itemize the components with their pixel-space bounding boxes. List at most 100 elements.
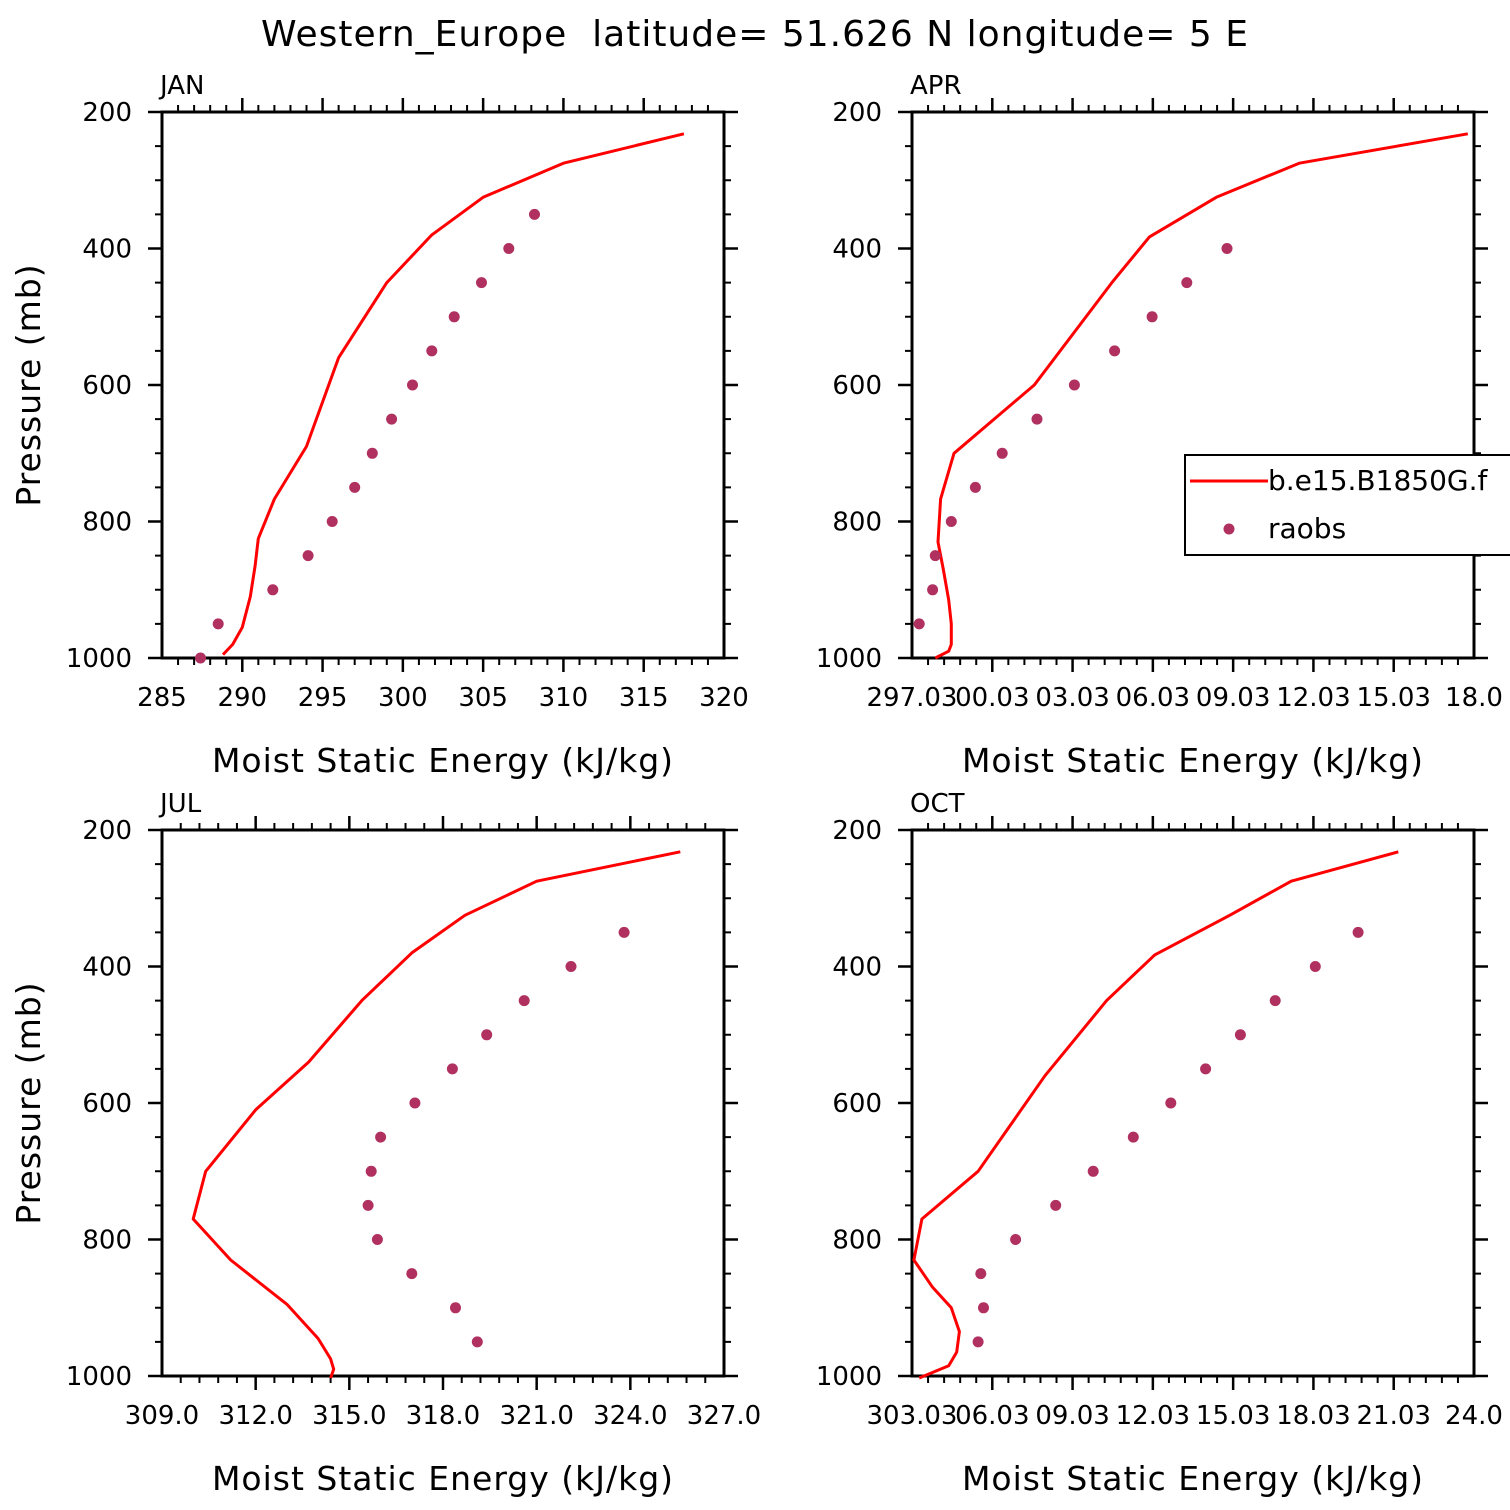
raobs-point bbox=[1087, 1165, 1099, 1177]
raobs-point bbox=[929, 550, 941, 562]
y-tick-label: 800 bbox=[832, 1226, 882, 1256]
raobs-point bbox=[371, 1234, 383, 1245]
raobs-point bbox=[448, 311, 460, 323]
raobs-point bbox=[407, 379, 418, 391]
raobs-point bbox=[1221, 243, 1233, 254]
y-tick-label: 1000 bbox=[816, 1362, 882, 1392]
raobs-point bbox=[996, 447, 1008, 459]
y-tick-label: 1000 bbox=[66, 644, 132, 674]
raobs-point bbox=[366, 447, 378, 459]
y-tick-label: 600 bbox=[832, 1089, 882, 1119]
plot-frame bbox=[160, 110, 726, 660]
raobs-point bbox=[450, 1302, 461, 1314]
raobs-point bbox=[349, 481, 361, 493]
legend-label-model: b.e15.B1850G.f bbox=[1268, 464, 1488, 497]
x-tick-label: 00.03 bbox=[955, 683, 1029, 713]
y-tick-label: 1000 bbox=[66, 1362, 132, 1392]
raobs-point bbox=[302, 550, 314, 562]
raobs-point bbox=[927, 584, 939, 596]
y-tick-label: 400 bbox=[832, 953, 882, 983]
raobs-point bbox=[476, 277, 487, 289]
plot-frame bbox=[910, 828, 1476, 1378]
raobs-point bbox=[426, 345, 438, 357]
x-axis-title: Moist Static Energy (kJ/kg) bbox=[212, 741, 674, 780]
raobs-point bbox=[945, 516, 957, 527]
x-tick-label: 03.03 bbox=[1035, 683, 1109, 713]
raobs-point bbox=[978, 1302, 989, 1314]
raobs-point bbox=[326, 516, 338, 527]
x-tick-label: 06.03 bbox=[955, 1401, 1029, 1431]
y-tick-label: 200 bbox=[832, 98, 882, 128]
legend-box bbox=[1184, 454, 1510, 556]
x-tick-label: 300 bbox=[378, 683, 428, 713]
x-tick-label: 12.03 bbox=[1116, 1401, 1190, 1431]
y-tick-label: 200 bbox=[832, 816, 882, 846]
y-tick-label: 400 bbox=[82, 235, 132, 265]
y-axis-title: Pressure (mb) bbox=[9, 263, 48, 506]
x-axis-title: Moist Static Energy (kJ/kg) bbox=[962, 741, 1424, 780]
x-tick-label: 09.03 bbox=[1035, 1401, 1109, 1431]
x-tick-label: 06.03 bbox=[1116, 683, 1190, 713]
y-tick-label: 800 bbox=[82, 508, 132, 538]
plot-frame bbox=[910, 110, 1476, 660]
raobs-point bbox=[1068, 379, 1080, 391]
raobs-point bbox=[1010, 1234, 1022, 1245]
x-tick-label: 15.03 bbox=[1196, 1401, 1270, 1431]
raobs-point bbox=[212, 618, 224, 630]
raobs-point bbox=[972, 1336, 984, 1348]
legend-marker-swatch bbox=[1223, 523, 1235, 535]
x-tick-label: 285 bbox=[137, 683, 187, 713]
raobs-point bbox=[503, 243, 515, 254]
panel-label: JUL bbox=[158, 789, 202, 819]
x-tick-label: 310 bbox=[539, 683, 589, 713]
x-tick-label: 09.03 bbox=[1196, 683, 1270, 713]
y-tick-label: 800 bbox=[82, 1226, 132, 1256]
x-tick-label: 12.03 bbox=[1276, 683, 1350, 713]
raobs-point bbox=[618, 926, 630, 938]
raobs-point bbox=[1127, 1131, 1139, 1143]
raobs-point bbox=[1269, 995, 1281, 1007]
raobs-point bbox=[481, 1029, 493, 1041]
y-tick-label: 200 bbox=[82, 98, 132, 128]
raobs-point bbox=[1234, 1029, 1246, 1041]
model-line bbox=[912, 850, 1399, 1380]
x-tick-label: 305 bbox=[458, 683, 508, 713]
x-tick-label: 315.0 bbox=[312, 1401, 386, 1431]
panel-jan: JAN 285 290 295 300 305 310 315 320 200 400 600 800 1… bbox=[9, 71, 749, 780]
raobs-point bbox=[529, 208, 540, 220]
x-tick-label: 312.0 bbox=[218, 1401, 292, 1431]
raobs-point bbox=[1309, 961, 1321, 972]
raobs-point bbox=[1031, 413, 1043, 425]
legend-label-raobs: raobs bbox=[1268, 512, 1346, 545]
raobs-point bbox=[518, 995, 530, 1007]
x-tick-label: 295 bbox=[298, 683, 348, 713]
x-tick-label: 297.03 bbox=[867, 683, 958, 713]
panel-jul: JUL 309.0 312.0 315.0 318.0 321.0 324.0 327.0 20… bbox=[9, 789, 761, 1498]
x-tick-label: 303.03 bbox=[867, 1401, 958, 1431]
raobs-point bbox=[267, 584, 279, 596]
raobs-point bbox=[1181, 277, 1193, 289]
x-tick-label: 318.0 bbox=[406, 1401, 480, 1431]
raobs-point bbox=[471, 1336, 483, 1348]
y-axis-title: Pressure (mb) bbox=[9, 981, 48, 1224]
plot-frame bbox=[160, 828, 726, 1378]
y-tick-label: 600 bbox=[832, 371, 882, 401]
figure-title: Western_Europe latitude= 51.626 N longit… bbox=[261, 14, 1249, 55]
raobs-point bbox=[1109, 345, 1121, 357]
y-tick-label: 400 bbox=[832, 235, 882, 265]
raobs-point bbox=[362, 1199, 374, 1211]
x-tick-label: 315 bbox=[619, 683, 669, 713]
y-tick-label: 600 bbox=[82, 1089, 132, 1119]
panel-label: OCT bbox=[910, 789, 965, 819]
raobs-point bbox=[375, 1131, 387, 1143]
x-tick-label: 15.03 bbox=[1356, 683, 1430, 713]
raobs-point bbox=[409, 1097, 421, 1109]
y-tick-label: 400 bbox=[82, 953, 132, 983]
raobs-point bbox=[565, 961, 577, 972]
raobs-point bbox=[1165, 1097, 1177, 1109]
raobs-point bbox=[446, 1063, 458, 1075]
raobs-point bbox=[386, 413, 398, 425]
raobs-point bbox=[365, 1165, 377, 1177]
